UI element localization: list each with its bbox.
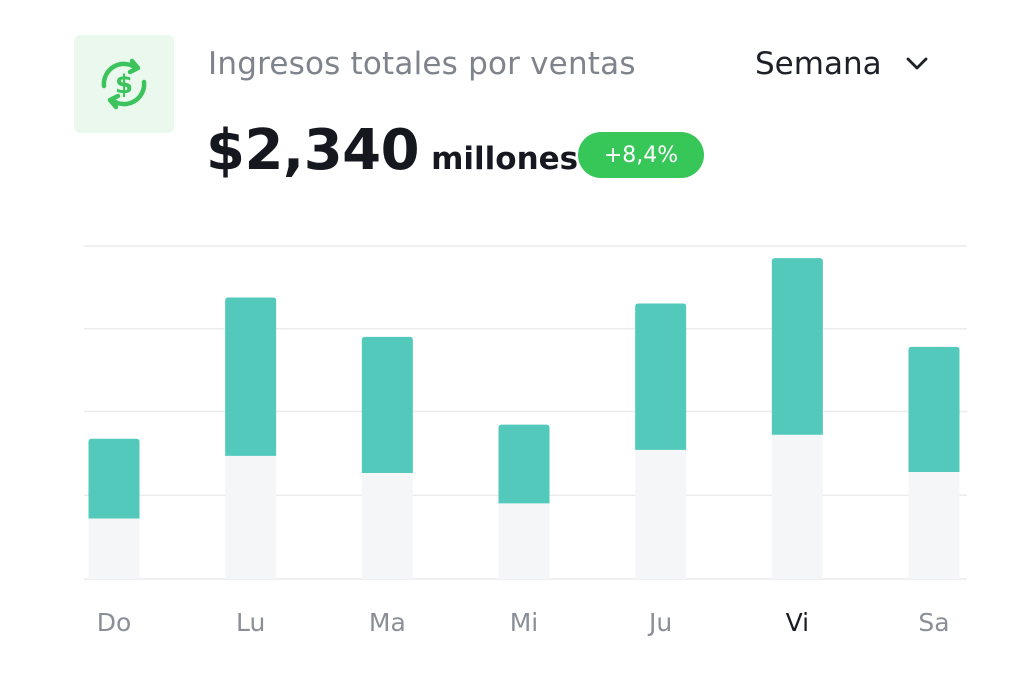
card-title: Ingresos totales por ventas (208, 46, 636, 82)
bar-top-mi[interactable] (498, 424, 550, 504)
chart-x-labels: Do Lu Ma Mi Ju Vi Sa (97, 608, 950, 637)
dollar-exchange-icon: $ (101, 58, 147, 110)
x-label-ju: Ju (647, 608, 672, 637)
bar-base-do (88, 518, 140, 579)
bar-top-vi[interactable] (771, 258, 823, 435)
period-selector-label: Semana (755, 46, 882, 82)
bar-top-ju[interactable] (635, 303, 687, 450)
bar-base-ma (361, 473, 413, 579)
chart-gridlines (84, 245, 967, 580)
period-selector[interactable]: Semana (755, 46, 930, 82)
x-label-vi: Vi (786, 608, 810, 637)
amount-unit: millones (431, 141, 579, 177)
total-amount-row: $2,340 millones (206, 118, 578, 183)
chart-bars (88, 258, 960, 579)
x-label-sa: Sa (918, 608, 949, 637)
bar-top-sa[interactable] (908, 346, 960, 473)
x-label-lu: Lu (236, 608, 265, 637)
bar-top-do[interactable] (88, 438, 140, 519)
revenue-icon-tile: $ (74, 35, 174, 133)
change-badge: +8,4% (578, 132, 704, 178)
x-label-do: Do (97, 608, 132, 637)
total-amount: $2,340 (206, 118, 420, 183)
bar-base-vi (771, 434, 823, 579)
bar-top-ma[interactable] (361, 336, 413, 474)
bar-top-lu[interactable] (225, 297, 277, 456)
bar-base-ju (635, 449, 687, 579)
svg-text:$: $ (115, 70, 133, 100)
chevron-down-icon (906, 57, 927, 70)
bar-base-sa (908, 472, 960, 579)
x-label-mi: Mi (510, 608, 539, 637)
x-label-ma: Ma (369, 608, 406, 637)
bar-base-lu (225, 455, 277, 579)
bar-base-mi (498, 503, 550, 579)
